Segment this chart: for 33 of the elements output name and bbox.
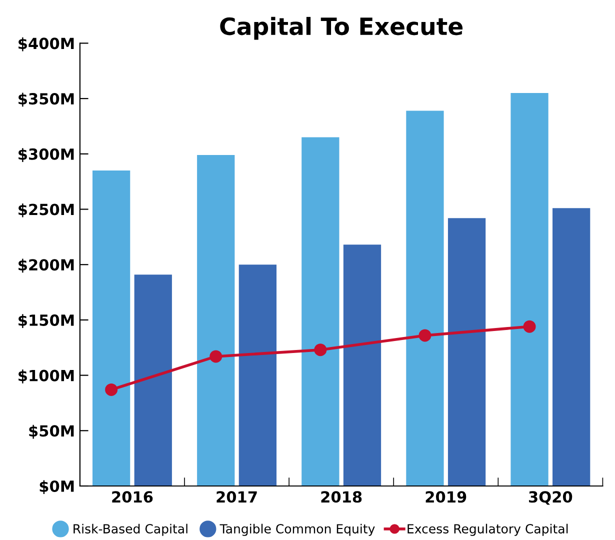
bar: [406, 110, 444, 486]
bar: [448, 218, 486, 486]
y-tick-label: $150M: [18, 314, 74, 328]
bar: [343, 244, 382, 486]
y-tick-label: $350M: [18, 92, 74, 107]
y-tick-label: $250M: [18, 203, 74, 218]
point: [523, 320, 536, 333]
point: [418, 329, 432, 342]
bar: [552, 208, 590, 486]
legend-label: Risk-Based Capital: [74, 524, 188, 536]
x-tick-label: 2016: [112, 491, 153, 503]
y-tick-label: $50M: [29, 424, 74, 439]
point: [210, 350, 222, 363]
chart-title: Capital To Execute: [220, 16, 463, 40]
x-tick-label: 2017: [216, 491, 257, 503]
y-tick-label: $0M: [40, 480, 74, 494]
bar: [92, 170, 130, 486]
point: [105, 383, 118, 396]
x-tick-label: 2019: [426, 491, 466, 503]
bar: [197, 155, 235, 486]
y-tick-label: $100M: [18, 369, 74, 384]
y-tick-label: $300M: [18, 148, 74, 162]
x-tick-label: 3Q20: [529, 491, 572, 505]
bar: [302, 137, 340, 486]
y-tick-label: $400M: [18, 37, 74, 52]
bar: [134, 274, 172, 486]
y-tick-label: $200M: [18, 258, 74, 273]
legend-label: Tangible Common Equity: [220, 524, 375, 536]
bar: [510, 93, 548, 486]
legend-label: Excess Regulatory Capital: [408, 524, 568, 536]
bar: [238, 264, 277, 486]
x-tick-label: 2018: [321, 491, 362, 503]
point: [314, 344, 327, 356]
